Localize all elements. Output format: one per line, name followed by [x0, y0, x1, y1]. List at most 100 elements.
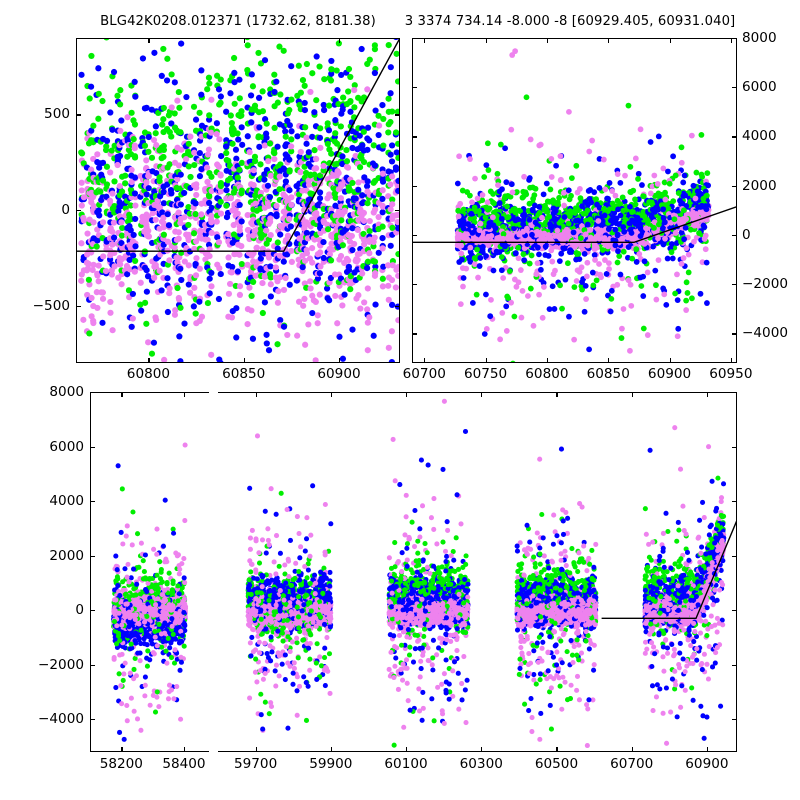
x-tick [243, 38, 245, 43]
y-tick [412, 284, 417, 286]
x-tick [255, 392, 257, 397]
x-tick-label: 60700 [610, 756, 654, 772]
x-tick-label: 60800 [525, 366, 569, 382]
x-tick [148, 38, 150, 43]
y-tick [90, 446, 95, 448]
y-tick-label: 8000 [49, 384, 84, 400]
x-tick [183, 747, 186, 752]
y-tick-label: 6000 [49, 438, 84, 455]
y-tick [76, 114, 81, 116]
x-tick-label: 60800 [126, 366, 171, 382]
x-tick-label: 60900 [647, 366, 692, 382]
y-tick [732, 501, 737, 503]
y-tick [732, 392, 737, 394]
x-tick [481, 747, 483, 752]
x-tick-label: 59700 [233, 756, 278, 772]
x-tick-label: 60300 [459, 756, 503, 772]
y-tick-label: −4000 [38, 711, 84, 728]
y-tick [732, 38, 737, 40]
x-tick [148, 358, 150, 363]
y-tick-label: 2000 [742, 177, 777, 194]
y-tick [76, 305, 81, 307]
y-tick [90, 392, 95, 394]
y-tick [395, 114, 400, 116]
y-tick [732, 87, 737, 89]
y-tick [732, 185, 737, 187]
x-tick [556, 392, 558, 397]
bottom-panel[interactable] [90, 392, 737, 752]
y-tick [395, 305, 400, 307]
x-tick [330, 392, 332, 397]
x-tick [481, 392, 483, 397]
x-tick-label: 60750 [463, 366, 508, 382]
x-tick [330, 747, 332, 752]
x-tick [631, 392, 633, 397]
y-tick-label: 8000 [742, 30, 777, 46]
x-tick-label: 60850 [586, 366, 630, 382]
x-tick [546, 38, 549, 43]
y-tick-label: 6000 [742, 79, 777, 96]
y-tick [90, 501, 95, 503]
y-tick [732, 610, 737, 612]
top-right-scatter-points [454, 48, 712, 363]
y-tick [412, 234, 417, 237]
y-tick-label: 2000 [49, 547, 84, 564]
x-tick [730, 358, 733, 363]
x-tick [556, 747, 558, 752]
x-tick [608, 38, 610, 43]
top-right-panel[interactable] [412, 38, 737, 363]
x-tick-label: 60900 [317, 366, 361, 382]
y-tick [90, 719, 95, 721]
y-tick [395, 210, 400, 212]
bottom-scatter-points [111, 398, 727, 749]
y-tick-label: 500 [44, 106, 70, 123]
x-tick [121, 747, 123, 752]
axis-break-bottom [209, 749, 218, 755]
x-tick [669, 38, 671, 43]
x-tick [546, 358, 549, 363]
y-tick-label: −2000 [38, 656, 84, 673]
top-right-panel-title: 3 3374 734.14 -8.000 -8 [60929.405, 6093… [404, 14, 736, 29]
y-tick [412, 333, 417, 335]
x-tick [730, 38, 733, 43]
x-tick-label: 60100 [384, 756, 428, 772]
x-tick [424, 38, 426, 43]
x-tick [608, 358, 610, 363]
x-tick-label: 58200 [99, 756, 143, 772]
top-left-panel[interactable] [76, 38, 400, 363]
y-tick [732, 284, 737, 286]
y-tick [732, 664, 737, 666]
x-tick-label: 60500 [534, 756, 579, 772]
y-tick-label: 0 [61, 202, 70, 219]
y-tick [732, 555, 737, 557]
y-tick-label: 4000 [742, 128, 777, 145]
x-tick [339, 38, 341, 43]
y-tick [76, 210, 81, 212]
x-tick-label: 60900 [685, 756, 729, 772]
y-tick [732, 719, 737, 721]
y-tick [412, 38, 417, 40]
y-tick-label: 4000 [49, 493, 84, 510]
y-tick [90, 664, 95, 666]
axis-break-top [209, 389, 218, 395]
x-tick [706, 747, 709, 752]
y-tick-label: 0 [742, 226, 751, 243]
y-tick-label: −2000 [742, 276, 788, 293]
x-tick [121, 392, 123, 397]
x-tick [255, 747, 257, 752]
y-tick-label: −500 [32, 297, 70, 314]
x-tick [485, 38, 487, 43]
x-tick [631, 747, 633, 752]
y-tick [732, 136, 737, 138]
y-tick [412, 87, 417, 89]
x-tick-label: 60850 [222, 366, 266, 382]
y-tick-label: −4000 [742, 325, 788, 342]
x-tick [339, 358, 341, 363]
y-tick-label: 0 [75, 602, 84, 619]
x-tick-label: 59900 [309, 756, 353, 772]
y-tick [90, 555, 95, 557]
top-left-panel-title: BLG42K0208.012371 (1732.62, 8181.38) [100, 14, 376, 29]
x-tick-label: 58400 [162, 756, 206, 772]
y-tick [732, 446, 737, 448]
